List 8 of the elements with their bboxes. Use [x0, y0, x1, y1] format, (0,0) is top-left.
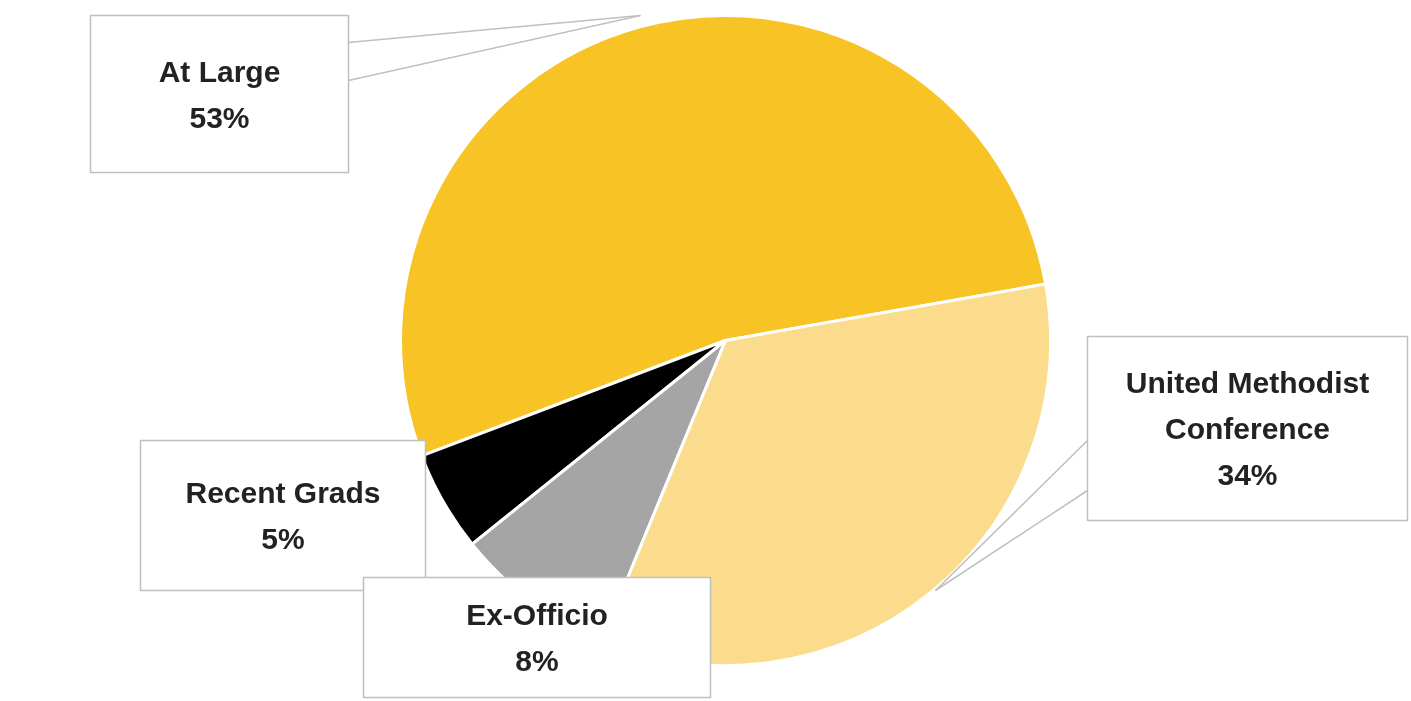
data-label: 8% [515, 644, 559, 677]
slice-label: Ex-Officio [466, 598, 608, 631]
slice-label: At Large [158, 54, 281, 88]
data-label: 53% [189, 100, 250, 134]
slice-label: United Methodist Conference [1125, 366, 1370, 445]
slice-label: Recent Grads [185, 476, 381, 509]
data-label: 34% [1217, 458, 1278, 491]
data-label: 5% [261, 522, 305, 555]
